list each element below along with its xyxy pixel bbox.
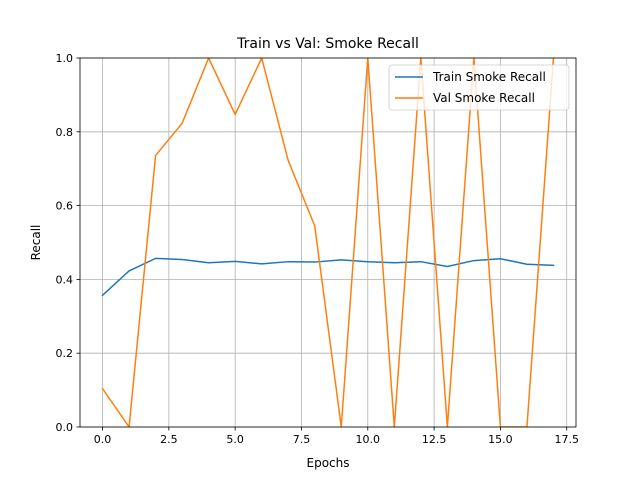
y-axis-label: Recall: [29, 225, 43, 261]
y-tick-label: 0.8: [56, 126, 74, 139]
x-axis-label: Epochs: [307, 456, 350, 470]
y-tick-label: 0.2: [56, 347, 74, 360]
y-tick-label: 0.0: [56, 421, 74, 434]
series-line-val-smoke-recall: [101, 58, 555, 427]
legend: Train Smoke Recall Val Smoke Recall: [388, 64, 570, 111]
series-line-train-smoke-recall: [101, 257, 555, 297]
x-tick-label: 5.0: [226, 433, 244, 446]
y-tick-label: 1.0: [56, 52, 74, 65]
axis-ticks: 0.0 2.5 5.0 7.5 10.0 12.5 15.0 17.5 0.0 0.2 0.4 0.6…: [56, 52, 579, 446]
x-tick-label: 15.0: [488, 433, 513, 446]
plot-frame: [79, 57, 577, 428]
y-tick-label: 0.6: [56, 200, 74, 213]
x-tick-label: 7.5: [293, 433, 311, 446]
legend-label: Val Smoke Recall: [433, 91, 535, 105]
x-tick-label: 2.5: [160, 433, 178, 446]
series-layer: [101, 58, 555, 427]
x-tick-label: 12.5: [422, 433, 447, 446]
legend-label: Train Smoke Recall: [432, 70, 546, 84]
x-tick-label: 17.5: [554, 433, 579, 446]
chart-title: Train vs Val: Smoke Recall: [236, 36, 419, 52]
y-tick-label: 0.4: [56, 273, 74, 286]
x-tick-label: 0.0: [94, 433, 112, 446]
legend-box: [388, 64, 570, 111]
x-tick-label: 10.0: [356, 433, 381, 446]
